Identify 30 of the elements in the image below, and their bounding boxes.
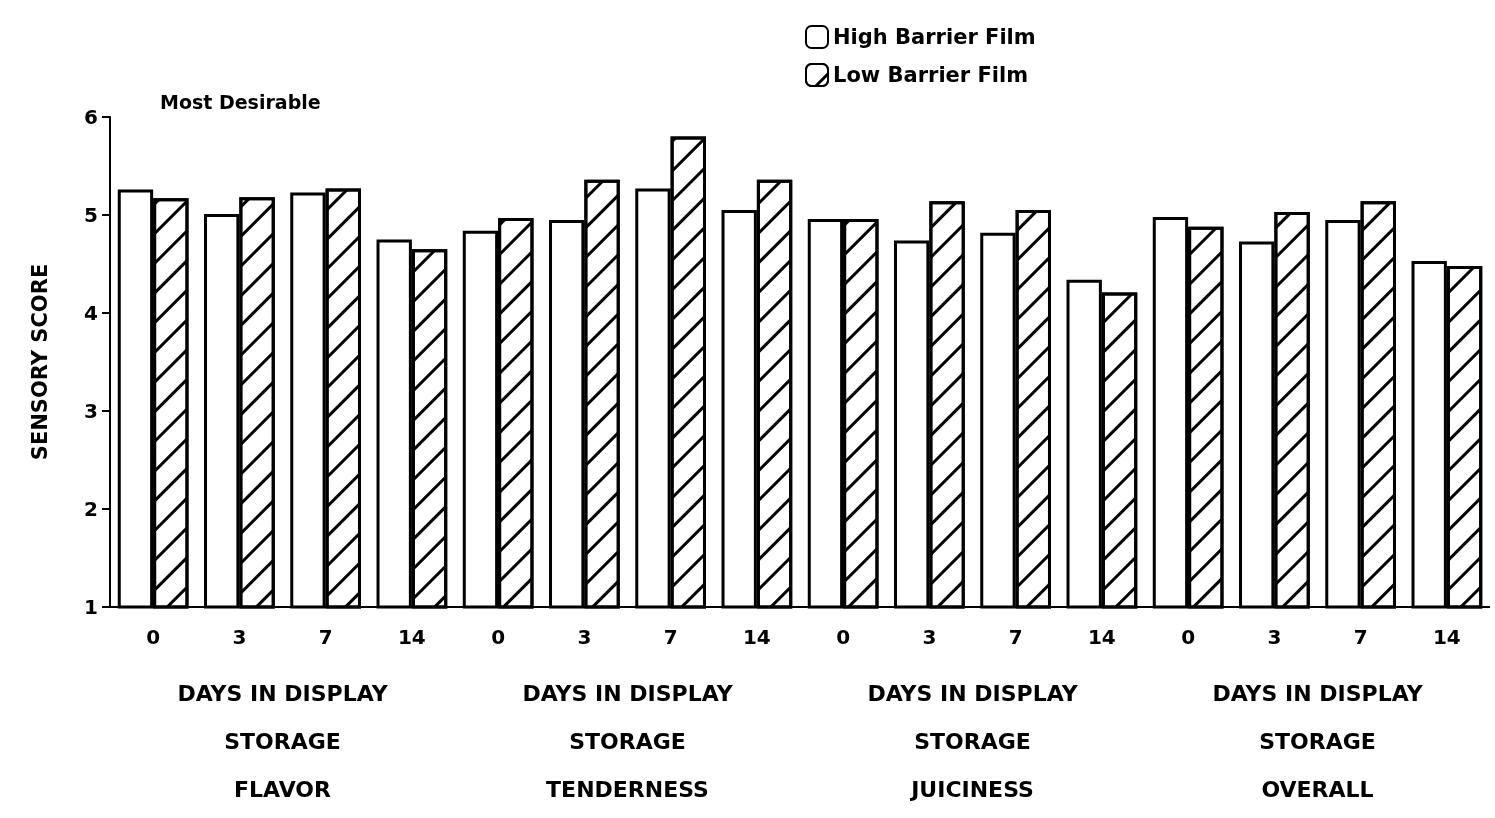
legend-label: High Barrier Film [833,25,1036,49]
x-axis-title: DAYS IN DISPLAY STORAGE JUICINESS [867,680,1079,802]
legend-label: Low Barrier Film [833,63,1029,87]
x-tick-label: 0 [836,625,851,649]
x-tick-label: 14 [742,625,771,649]
x-tick-label: 7 [318,625,333,649]
x-tick-label: 3 [577,625,592,649]
x-tick-label: 14 [397,625,426,649]
y-tick-label: 3 [84,399,98,423]
x-axis-title: DAYS IN DISPLAY STORAGE TENDERNESS [522,680,734,802]
y-tick-label: 6 [84,105,98,129]
y-tick-label: 4 [84,301,98,325]
x-axis-title: DAYS IN DISPLAY STORAGE OVERALL [1212,680,1424,802]
y-axis-title: SENSORY SCORE [27,263,52,461]
x-tick-label: 7 [1008,625,1023,649]
text: Most Desirable [160,90,321,113]
x-tick-label: 14 [1087,625,1116,649]
y-tick-label: 2 [84,497,98,521]
x-tick-label: 3 [922,625,937,649]
y-tick-label: 1 [84,595,98,619]
x-tick-label: 7 [663,625,678,649]
x-tick-label: 7 [1353,625,1368,649]
x-axis-title: DAYS IN DISPLAY STORAGE FLAVOR [177,680,389,802]
x-tick-label: 3 [1267,625,1282,649]
x-tick-label: 14 [1432,625,1461,649]
y-tick-label: 5 [84,203,98,227]
x-tick-label: 3 [232,625,247,649]
x-tick-label: 0 [1181,625,1196,649]
x-tick-label: 0 [491,625,506,649]
x-tick-label: 0 [146,625,161,649]
